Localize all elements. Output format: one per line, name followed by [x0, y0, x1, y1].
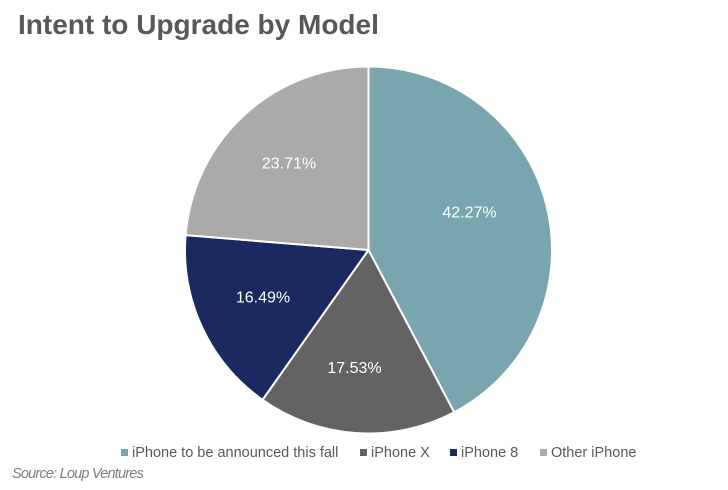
svg-text:23.71%: 23.71%	[262, 156, 316, 173]
svg-text:16.49%: 16.49%	[236, 290, 290, 307]
svg-text:42.27%: 42.27%	[442, 205, 496, 222]
svg-text:17.53%: 17.53%	[327, 360, 381, 377]
